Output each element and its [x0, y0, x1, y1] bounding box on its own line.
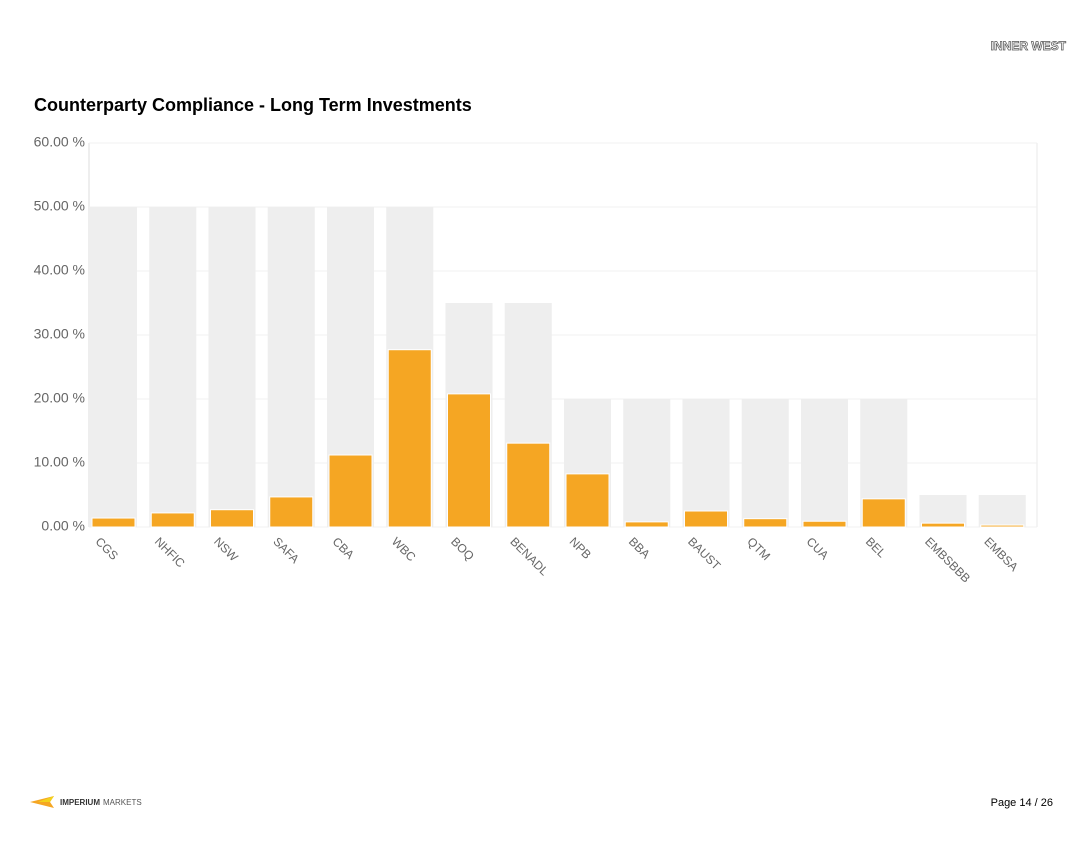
- x-tick-label: WBC: [389, 534, 419, 564]
- bar: [91, 517, 136, 528]
- bar: [980, 524, 1025, 528]
- bar: [743, 518, 788, 528]
- bar: [208, 207, 256, 527]
- x-tick-label: SAFA: [270, 534, 302, 566]
- y-tick-label: 60.00 %: [34, 134, 85, 150]
- bar: [210, 509, 254, 528]
- bar: [741, 399, 789, 527]
- bar: [623, 399, 671, 527]
- bar: [150, 512, 195, 528]
- x-tick-label: EMBSA: [981, 534, 1021, 574]
- footer-brand: MARKETS: [103, 798, 142, 807]
- x-tick-label: BBA: [626, 534, 653, 561]
- x-tick-label: CBA: [330, 534, 357, 561]
- bar: [149, 207, 197, 527]
- footer-brand: IMPERIUM: [60, 798, 100, 807]
- bar: [921, 522, 965, 528]
- bar: [328, 454, 373, 528]
- bar: [684, 510, 728, 528]
- x-tick-label: CUA: [804, 534, 832, 562]
- y-tick-label: 0.00 %: [41, 518, 85, 534]
- footer-logo-icon: [38, 796, 54, 802]
- bar: [919, 495, 967, 527]
- chart-title: Counterparty Compliance - Long Term Inve…: [34, 95, 472, 115]
- bar: [90, 207, 137, 527]
- x-tick-label: CGS: [93, 534, 121, 562]
- x-tick-label: NSW: [211, 534, 241, 564]
- y-tick-label: 30.00 %: [34, 326, 85, 342]
- logo: INNER WEST: [991, 39, 1067, 53]
- bar: [506, 442, 551, 528]
- x-tick-label: NHFIC: [152, 534, 188, 570]
- bar: [267, 207, 315, 527]
- bar: [801, 399, 848, 527]
- bar: [624, 521, 669, 528]
- bar: [447, 393, 491, 528]
- bar: [861, 498, 906, 528]
- x-tick-label: BENADL: [507, 534, 551, 578]
- plot: 0.00 % 10.00 % 20.00 % 30.00 % 40.00 % 50.00 …: [34, 134, 1037, 585]
- x-tick-label: EMBSBBB: [922, 534, 973, 585]
- bar: [269, 496, 314, 528]
- page-number: Page 14 / 26: [991, 797, 1053, 809]
- x-tick-label: NPB: [567, 534, 594, 561]
- x-tick-label: BEL: [863, 534, 889, 560]
- y-tick-label: 20.00 %: [34, 390, 85, 406]
- bar: [387, 349, 432, 528]
- bar: [978, 495, 1026, 527]
- y-tick-label: 50.00 %: [34, 198, 85, 214]
- bar: [802, 520, 847, 528]
- x-tick-label: QTM: [744, 534, 773, 563]
- x-tick-label: BAUST: [685, 534, 724, 573]
- y-tick-label: 40.00 %: [34, 262, 85, 278]
- y-tick-label: 10.00 %: [34, 454, 85, 470]
- bar: [565, 473, 610, 528]
- x-tick-label: BOQ: [448, 534, 477, 563]
- bar: [682, 399, 730, 527]
